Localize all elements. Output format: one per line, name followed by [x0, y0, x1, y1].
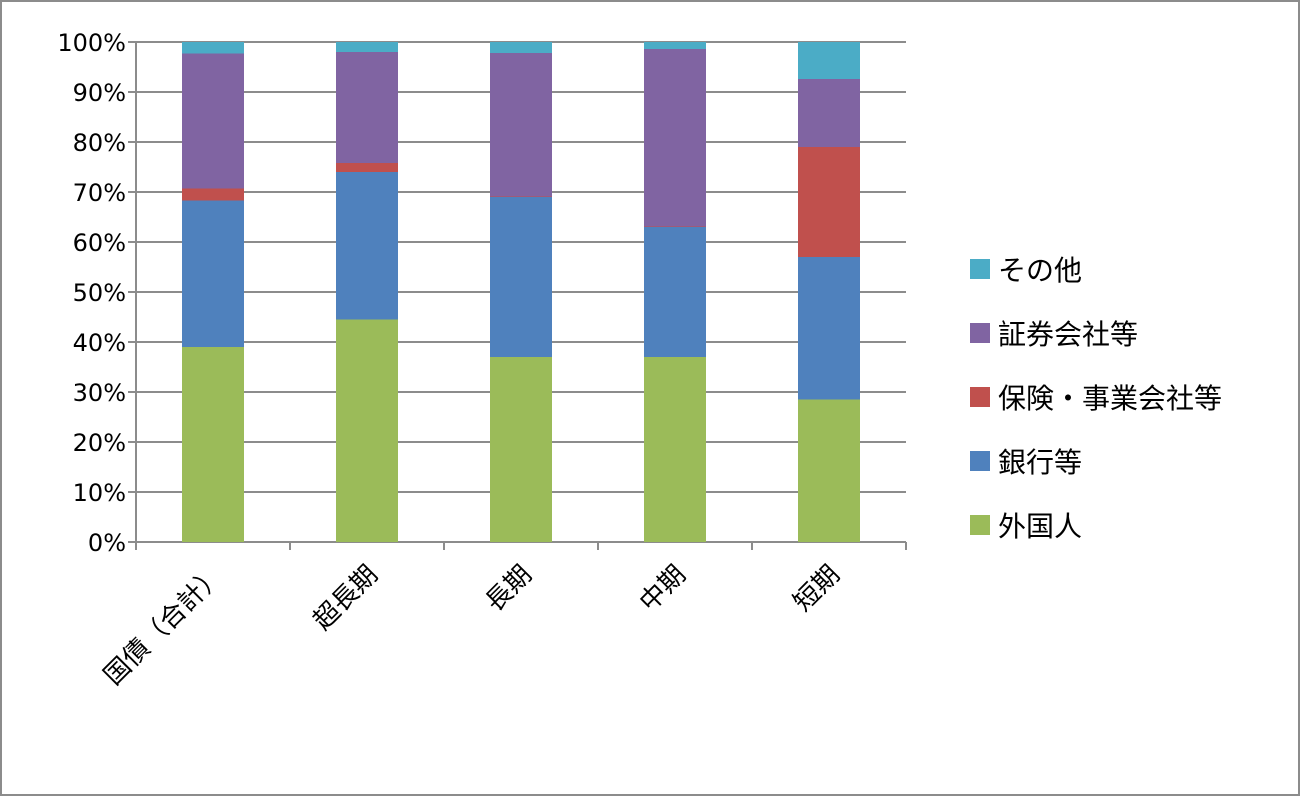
bar-segment: [798, 147, 860, 257]
bar-segment: [182, 188, 244, 201]
y-tick-label: 40%: [73, 329, 126, 357]
y-tick-label: 60%: [73, 229, 126, 257]
y-tick-label: 80%: [73, 129, 126, 157]
bar-segment: [182, 347, 244, 542]
bar-segment: [336, 172, 398, 320]
x-category-label: 長期: [480, 560, 538, 618]
y-tick-label: 0%: [88, 529, 126, 557]
x-category-label: 国債（合計）: [98, 560, 230, 692]
legend-label: 証券会社等: [998, 318, 1138, 351]
bar-segment: [182, 42, 244, 54]
bar-segment: [798, 79, 860, 147]
y-tick-label: 50%: [73, 279, 126, 307]
bar-segment: [182, 200, 244, 347]
bar-segment: [644, 42, 706, 49]
bar-segment: [490, 197, 552, 357]
bar-segment: [336, 42, 398, 52]
legend-swatch: [970, 451, 990, 471]
y-tick-label: 20%: [73, 429, 126, 457]
bar-segment: [644, 226, 706, 227]
y-tick-label: 30%: [73, 379, 126, 407]
y-tick-label: 70%: [73, 179, 126, 207]
bar-segment: [336, 319, 398, 542]
legend-label: 外国人: [998, 510, 1082, 543]
legend-swatch: [970, 259, 990, 279]
bar-segment: [798, 399, 860, 542]
legend-label: 銀行等: [998, 446, 1082, 479]
legend-swatch: [970, 323, 990, 343]
y-tick-label: 90%: [73, 79, 126, 107]
bar-segment: [644, 227, 706, 357]
bar-segment: [490, 196, 552, 197]
legend-label: 保険・事業会社等: [998, 382, 1222, 415]
bar-segment: [336, 163, 398, 172]
bar-segment: [336, 52, 398, 163]
bar-segment: [798, 257, 860, 400]
x-category-label: 短期: [788, 560, 846, 618]
bar-segment: [644, 49, 706, 227]
legend-swatch: [970, 387, 990, 407]
legend-label: その他: [998, 254, 1082, 287]
bar-segment: [182, 53, 244, 189]
bar-segment: [644, 357, 706, 542]
y-tick-label: 10%: [73, 479, 126, 507]
bar-segment: [490, 42, 552, 53]
y-tick-label: 100%: [57, 29, 126, 57]
x-category-label: 中期: [634, 560, 692, 618]
legend-swatch: [970, 515, 990, 535]
bars: [182, 42, 860, 542]
bar-segment: [490, 357, 552, 542]
bar-segment: [798, 42, 860, 79]
x-category-label: 超長期: [308, 560, 384, 636]
bar-segment: [490, 53, 552, 197]
